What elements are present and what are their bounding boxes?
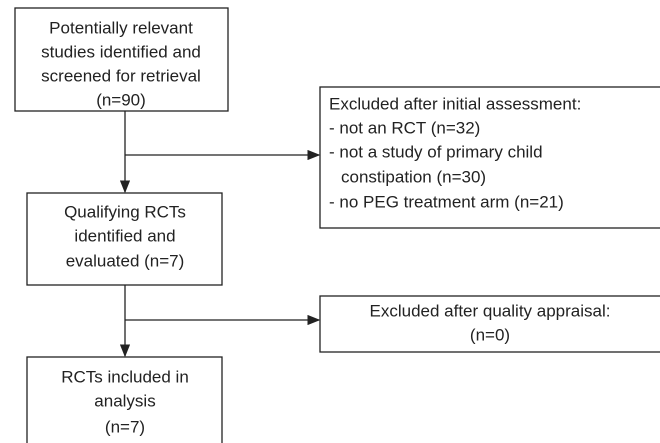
node-text: constipation (n=30) — [341, 167, 486, 186]
node-text: RCTs included in — [61, 367, 189, 386]
node-text: analysis — [94, 391, 155, 410]
node-text: - no PEG treatment arm (n=21) — [329, 192, 564, 211]
node-text: - not a study of primary child — [329, 142, 543, 161]
node-text: Excluded after initial assessment: — [329, 94, 581, 113]
node-text: Excluded after quality appraisal: — [370, 301, 611, 320]
node-text: (n=7) — [105, 417, 145, 436]
node-text: identified and — [74, 226, 175, 245]
node-text: Qualifying RCTs — [64, 202, 186, 221]
node-text: Potentially relevant — [49, 18, 193, 37]
node-text: - not an RCT (n=32) — [329, 118, 480, 137]
node-text: studies identified and — [41, 42, 201, 61]
node-text: evaluated (n=7) — [66, 251, 185, 270]
node-text: (n=90) — [96, 90, 146, 109]
box — [14, 7, 229, 112]
node-text: screened for retrieval — [41, 66, 201, 85]
box — [26, 356, 223, 443]
box — [319, 295, 660, 353]
node-text: (n=0) — [470, 325, 510, 344]
box — [319, 86, 660, 229]
